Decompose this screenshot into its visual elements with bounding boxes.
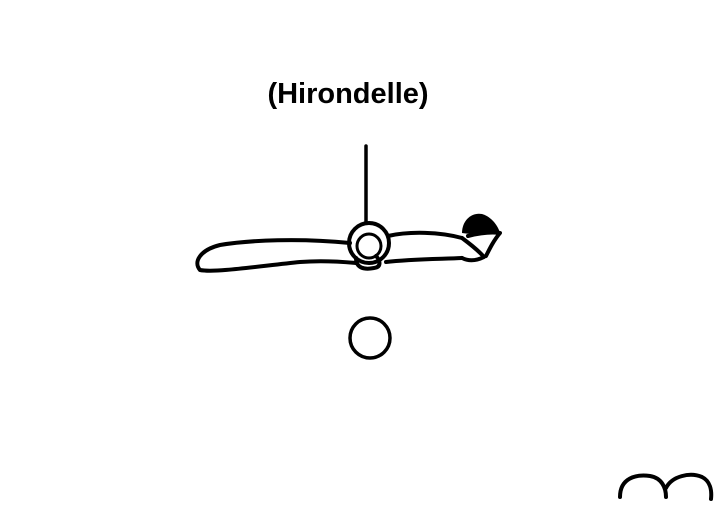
circle-symbol-icon xyxy=(348,316,392,360)
figure-title: (Hirondelle) xyxy=(267,78,429,110)
corner-symbol-icon xyxy=(618,472,714,501)
ring-icon xyxy=(347,221,391,265)
hair-icon xyxy=(462,213,500,235)
